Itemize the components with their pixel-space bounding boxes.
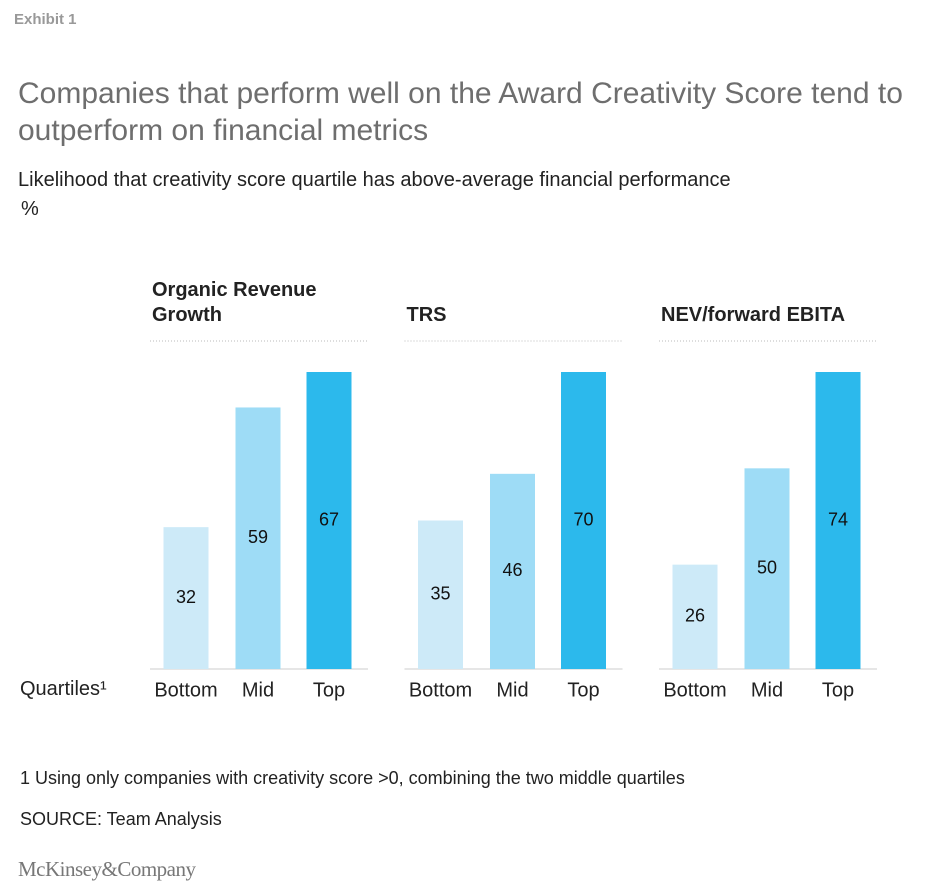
bar [418, 520, 463, 669]
title: Companies that perform well on the Award… [18, 77, 903, 147]
x-tick-label: Mid [496, 679, 528, 701]
x-tick-label: Top [313, 679, 345, 701]
bar [306, 372, 352, 669]
panel-title: NEV/forward EBITA [661, 304, 846, 326]
exhibit-label: Exhibit 1 [14, 11, 77, 28]
x-tick-label: Top [822, 679, 854, 701]
value-label: 70 [573, 509, 593, 529]
bar [672, 564, 718, 669]
bar [235, 407, 281, 669]
footnote: 1 Using only companies with creativity s… [20, 768, 685, 788]
x-tick-label: Bottom [409, 679, 472, 701]
x-axis-label: Quartiles¹ [20, 678, 107, 700]
x-tick-label: Bottom [663, 679, 726, 701]
value-label: 26 [685, 606, 705, 626]
x-tick-label: Mid [242, 679, 274, 701]
value-label: 74 [828, 509, 848, 529]
source: SOURCE: Team Analysis [20, 809, 222, 829]
value-label: 59 [248, 527, 268, 547]
bar [561, 372, 606, 669]
unit: % [21, 198, 39, 220]
panel-title: Organic Revenue Growth [152, 279, 317, 326]
x-tick-label: Mid [751, 679, 783, 701]
subtitle: Likelihood that creativity score quartil… [18, 169, 731, 191]
bar [815, 372, 861, 669]
bar [490, 473, 535, 669]
x-tick-label: Bottom [154, 679, 217, 701]
value-label: 67 [319, 509, 339, 529]
x-tick-label: Top [567, 679, 599, 701]
value-label: 46 [502, 560, 522, 580]
value-label: 50 [757, 557, 777, 577]
bar [744, 468, 790, 669]
bar [163, 527, 209, 669]
value-label: 35 [430, 584, 450, 604]
panel-title: TRS [406, 304, 447, 326]
value-label: 32 [176, 587, 196, 607]
brand: McKinsey&Company [18, 857, 196, 881]
